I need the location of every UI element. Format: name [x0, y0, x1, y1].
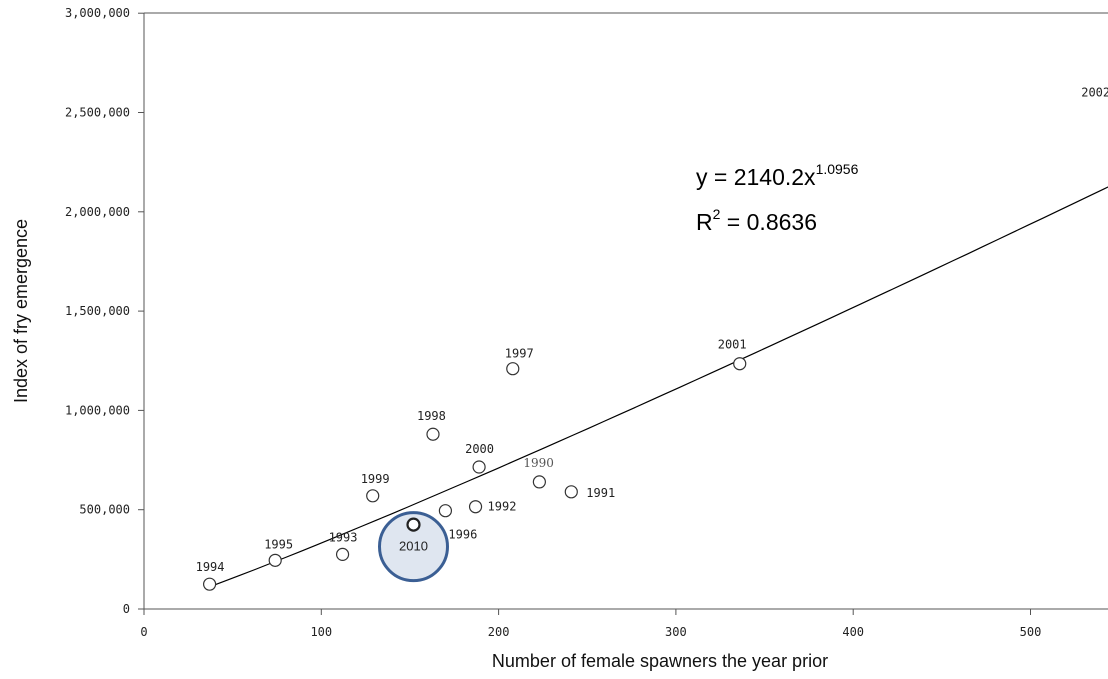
y-tick-label: 1,000,000	[65, 403, 130, 417]
r-squared-label: R2 = 0.8636	[696, 206, 817, 235]
data-point-label: 2001	[718, 338, 747, 352]
data-point-label: 1992	[488, 500, 517, 514]
data-point-label: 2002	[1081, 86, 1108, 100]
highlight-group	[377, 511, 449, 583]
data-point	[438, 504, 453, 518]
data-point-label: 1997	[505, 347, 534, 361]
y-tick-label: 2,000,000	[65, 205, 130, 219]
data-point	[366, 489, 380, 503]
highlight-circle	[377, 511, 449, 583]
data-point	[733, 357, 747, 371]
axes	[143, 12, 1108, 610]
r-squared-prefix: R	[696, 209, 713, 235]
data-point-label: 1991	[586, 486, 615, 500]
equation-main: y = 2140.2x	[696, 164, 816, 190]
r-squared-value: = 0.8636	[720, 209, 817, 235]
trendline-group	[209, 186, 1108, 588]
x-tick-label: 500	[1020, 625, 1042, 639]
y-axis-ticks: 0 500,000 1,000,000 1,500,000 2,000,000 2,500…	[65, 6, 144, 616]
x-axis-ticks: 0 100 200 300 400 500	[140, 609, 1041, 639]
data-point	[426, 427, 440, 441]
data-point-label: 1993	[329, 530, 358, 544]
data-point	[532, 475, 546, 489]
data-point-label: 1994	[196, 560, 225, 574]
data-point	[406, 517, 421, 532]
y-tick-label: 500,000	[79, 503, 130, 517]
data-point	[468, 500, 483, 514]
data-point-label: 1996	[448, 528, 477, 542]
y-tick-label: 0	[123, 602, 130, 616]
data-point	[564, 485, 578, 499]
data-point	[268, 553, 282, 567]
x-tick-label: 0	[140, 625, 147, 639]
r-squared-sup: 2	[713, 206, 721, 222]
x-tick-label: 200	[488, 625, 510, 639]
data-point	[472, 460, 486, 474]
trendline-equation: y = 2140.2x1.0956	[696, 161, 859, 190]
y-axis-title: Index of fry emergence	[11, 219, 31, 403]
x-axis-title: Number of female spawners the year prior	[492, 651, 828, 671]
y-tick-label: 1,500,000	[65, 304, 130, 318]
data-point-label: 1998	[417, 409, 446, 423]
data-point	[335, 547, 350, 561]
data-point-label: 1995	[264, 537, 293, 551]
data-point	[506, 362, 520, 376]
y-tick-label: 2,500,000	[65, 106, 130, 120]
data-point	[203, 577, 217, 591]
data-point-label: 2010	[399, 539, 428, 554]
x-tick-label: 100	[310, 625, 332, 639]
data-point-label: 1990	[523, 456, 554, 470]
equation-exponent: 1.0956	[816, 161, 859, 177]
data-points: 1994 1995 1993 1999 2010 1998 1996 1992 2000 1997…	[196, 86, 1108, 591]
data-point-label: 1999	[361, 472, 390, 486]
x-tick-label: 400	[842, 625, 864, 639]
data-point-label: 2000	[465, 442, 494, 456]
trendline	[209, 186, 1108, 588]
y-tick-label: 3,000,000	[65, 6, 130, 20]
x-tick-label: 300	[665, 625, 687, 639]
